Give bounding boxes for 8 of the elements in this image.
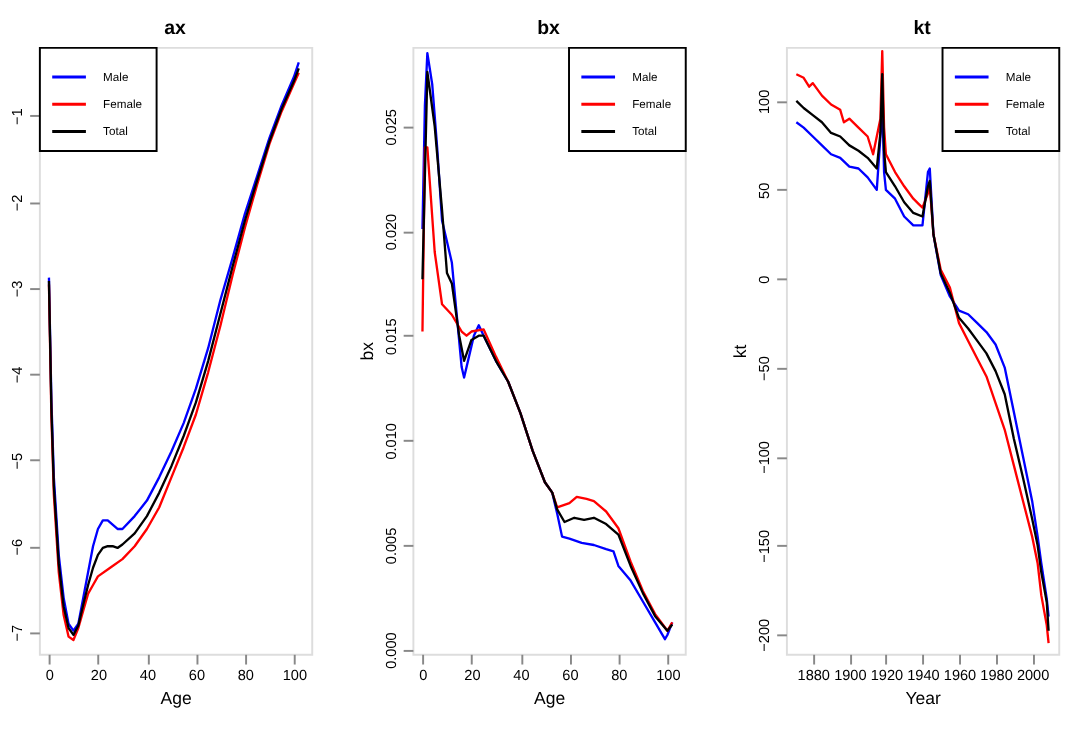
chart-title: ax	[164, 18, 188, 41]
chart-title: kt	[913, 18, 933, 41]
y-axis-title: bx	[356, 340, 377, 361]
chart-title: bx	[537, 18, 562, 41]
y-axis-title: kt	[730, 343, 751, 359]
x-axis-title: Age	[160, 688, 192, 709]
x-axis-title: Year	[905, 688, 941, 709]
x-axis-title: Age	[533, 688, 566, 709]
